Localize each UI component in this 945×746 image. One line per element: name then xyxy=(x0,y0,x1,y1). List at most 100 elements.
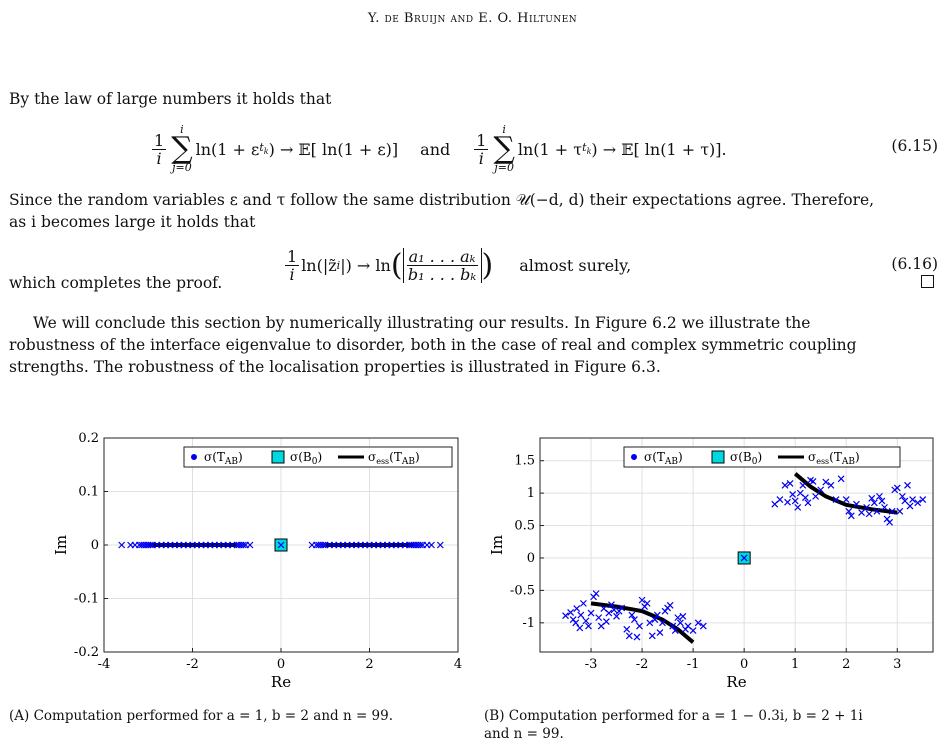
spectrum-point xyxy=(906,502,914,510)
equation-number-6-16: (6.16) xyxy=(891,255,938,273)
paragraph-figure-intro-line1: We will conclude this section by numeric… xyxy=(33,314,811,332)
x-tick-label: -1 xyxy=(687,657,700,672)
legend-box xyxy=(623,446,901,468)
legend-defect-marker xyxy=(711,450,725,464)
x-tick-label: 2 xyxy=(365,657,373,672)
spectrum-point xyxy=(592,590,600,598)
y-tick-label: 0.1 xyxy=(78,485,99,500)
spectrum-point xyxy=(648,632,656,640)
legend-essential-label: σess(TAB) xyxy=(808,450,860,467)
spectrum-point xyxy=(863,503,871,511)
spectrum-point xyxy=(277,541,285,549)
spectrum-point xyxy=(573,605,581,612)
spectrum-point xyxy=(576,624,584,632)
spectrum-point xyxy=(579,599,587,607)
spectrum-point xyxy=(740,554,748,562)
x-tick-label: 3 xyxy=(893,657,901,672)
x-tick-label: 4 xyxy=(454,657,462,672)
spectrum-point xyxy=(239,541,247,549)
spectrum-point xyxy=(873,507,881,515)
spectrum-point xyxy=(567,609,575,616)
x-tick-label: -2 xyxy=(636,657,649,672)
spectrum-point xyxy=(865,510,873,518)
spectrum-point xyxy=(791,497,799,505)
spectrum-point xyxy=(786,479,794,487)
spectrum-point xyxy=(577,611,585,619)
y-tick-label: 1 xyxy=(527,486,535,501)
spectrum-point xyxy=(776,496,784,504)
spectrum-point xyxy=(147,541,154,549)
spectrum-point xyxy=(653,611,661,619)
spectrum-point xyxy=(676,619,684,627)
spectrum-point xyxy=(643,599,651,607)
spectrum-point xyxy=(585,622,592,630)
spectrum-point xyxy=(436,541,444,549)
y-axis-label: Im xyxy=(488,535,506,555)
spectrum-point xyxy=(901,497,909,505)
legend-spectrum-marker xyxy=(631,454,637,460)
spectrum-point xyxy=(888,507,896,515)
y-tick-label: 0 xyxy=(91,538,99,553)
spectrum-point xyxy=(633,633,641,641)
caption-figure-b-line2: and n = 99. xyxy=(484,726,564,742)
spectrum-point xyxy=(613,612,620,620)
spectrum-point xyxy=(587,609,595,617)
spectrum-point xyxy=(595,614,603,622)
spectrum-point xyxy=(656,629,664,636)
spectrum-point xyxy=(636,622,643,630)
y-tick-label: -0.1 xyxy=(74,592,99,607)
x-tick-label: 0 xyxy=(277,657,285,672)
spectrum-point xyxy=(886,518,894,526)
running-head: Y. de Bruijn and E. O. Hiltunen xyxy=(367,11,578,26)
spectrum-point xyxy=(608,601,615,609)
spectrum-point xyxy=(909,496,917,504)
spectrum-point xyxy=(832,496,840,504)
spectrum-point xyxy=(572,619,580,627)
spectrum-point xyxy=(416,541,424,549)
spectrum-point xyxy=(623,625,631,633)
spectrum-point xyxy=(610,606,618,614)
paragraph-figure-intro-line3: strengths. The robustness of the localis… xyxy=(9,358,661,376)
spectrum-point xyxy=(428,541,435,549)
spectrum-point xyxy=(669,622,677,630)
spectrum-point xyxy=(689,627,697,635)
legend-spectrum-marker xyxy=(191,454,197,460)
x-tick-label: 2 xyxy=(842,657,850,672)
spectrum-point xyxy=(881,503,888,511)
spectrum-point xyxy=(868,494,876,502)
y-tick-label: -0.5 xyxy=(510,583,535,598)
spectrum-point xyxy=(562,612,569,620)
spectrum-point xyxy=(659,619,666,627)
x-tick-label: -3 xyxy=(585,657,598,672)
plot-frame xyxy=(539,437,934,653)
legend-essential-label: σess(TAB) xyxy=(368,450,420,467)
spectrum-point xyxy=(801,494,809,502)
y-tick-label: 1.5 xyxy=(514,454,535,469)
legend-spectrum-label: σ(TAB) xyxy=(644,450,683,467)
spectrum-point xyxy=(646,619,654,627)
legend-defect-label: σ(B0) xyxy=(290,450,322,467)
y-axis-label: Im xyxy=(52,535,70,555)
spectrum-point xyxy=(804,499,812,507)
spectrum-point xyxy=(781,481,789,489)
x-axis-label: Re xyxy=(726,673,746,691)
spectrum-point xyxy=(870,499,878,507)
spectrum-point xyxy=(628,611,636,619)
qed-square-icon xyxy=(921,275,934,288)
spectrum-point xyxy=(582,617,590,625)
x-tick-label: 0 xyxy=(740,657,748,672)
spectrum-point xyxy=(858,509,865,517)
spectrum-point xyxy=(853,500,860,508)
spectrum-point xyxy=(602,618,610,625)
x-tick-label: -4 xyxy=(98,657,111,672)
spectrum-point xyxy=(847,512,855,520)
spectrum-point xyxy=(837,475,845,483)
paragraph-intro: By the law of large numbers it holds tha… xyxy=(9,90,332,108)
legend: σ(TAB) σ(B0) σess(TAB) xyxy=(183,446,453,468)
spectrum-point xyxy=(674,614,682,622)
y-tick-label: 0 xyxy=(527,551,535,566)
spectrum-point xyxy=(817,486,825,494)
